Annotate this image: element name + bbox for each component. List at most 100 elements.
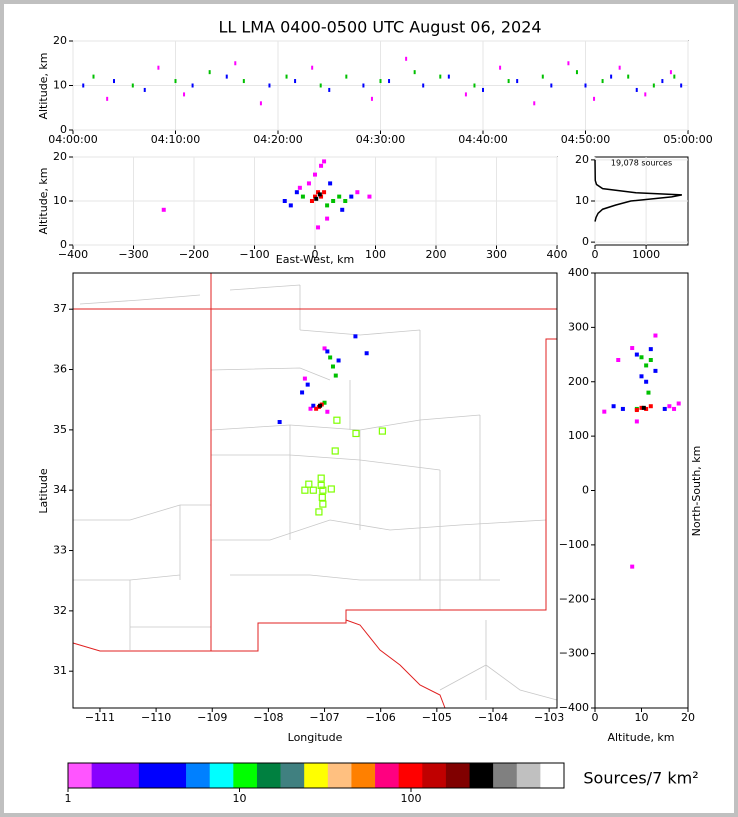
source-streak bbox=[516, 79, 519, 84]
y-tick-label: 37 bbox=[53, 302, 67, 315]
source-point bbox=[319, 194, 324, 199]
source-streak bbox=[575, 70, 578, 75]
source-streak bbox=[294, 79, 297, 84]
station bbox=[352, 429, 360, 438]
source-streak bbox=[627, 74, 630, 79]
source-point bbox=[322, 190, 327, 195]
y-tick-label: −200 bbox=[559, 592, 589, 605]
source-point bbox=[364, 351, 369, 356]
source-streak bbox=[610, 74, 613, 79]
y-tick-label: 20 bbox=[53, 150, 67, 163]
source-point bbox=[620, 406, 625, 411]
source-point bbox=[322, 159, 327, 164]
state-borders bbox=[72, 273, 557, 709]
colorbar-frame bbox=[67, 762, 565, 789]
colorbar-tick-label: 10 bbox=[233, 792, 247, 805]
source-point bbox=[611, 404, 616, 409]
source-point bbox=[355, 190, 360, 195]
source-point bbox=[333, 373, 338, 378]
source-point bbox=[641, 405, 646, 410]
colorbar-swatch bbox=[540, 763, 565, 788]
source-point bbox=[644, 363, 649, 368]
source-point bbox=[630, 564, 635, 569]
source-point bbox=[311, 403, 316, 408]
source-point bbox=[343, 199, 348, 203]
source-point bbox=[328, 181, 333, 186]
colorbar-tick-label: 100 bbox=[401, 792, 422, 805]
source-point bbox=[648, 404, 653, 409]
source-point bbox=[646, 390, 651, 395]
source-point bbox=[644, 379, 649, 384]
source-point bbox=[616, 358, 621, 362]
y-axis-label: Altitude, km bbox=[37, 167, 50, 234]
source-point bbox=[639, 405, 644, 410]
source-point bbox=[644, 406, 649, 411]
y-tick-label: 20 bbox=[53, 34, 67, 47]
map-borders bbox=[72, 273, 558, 709]
source-streak bbox=[644, 92, 647, 97]
source-streak bbox=[652, 83, 655, 88]
source-streak bbox=[234, 61, 237, 66]
y-tick-label: 36 bbox=[53, 363, 67, 376]
colorbar-swatch bbox=[398, 763, 423, 788]
source-point bbox=[672, 406, 677, 411]
source-point bbox=[317, 192, 322, 197]
source-streak bbox=[473, 83, 476, 88]
source-streak bbox=[379, 79, 382, 84]
y-tick-label: −300 bbox=[559, 647, 589, 660]
station bbox=[317, 474, 325, 482]
y-tick-label: 10 bbox=[575, 194, 589, 207]
y-axis-label: Altitude, km bbox=[37, 52, 50, 119]
source-point bbox=[325, 203, 330, 208]
source-streak bbox=[673, 74, 676, 79]
y-tick-label: 200 bbox=[568, 375, 589, 388]
source-point bbox=[161, 207, 166, 212]
source-streak bbox=[113, 79, 115, 84]
source-streak bbox=[370, 96, 373, 101]
station bbox=[309, 486, 317, 494]
source-streak bbox=[143, 87, 146, 92]
source-point bbox=[294, 190, 299, 195]
source-point bbox=[322, 346, 327, 351]
x-tick-label: −111 bbox=[85, 711, 115, 724]
source-point bbox=[314, 196, 319, 201]
source-point bbox=[325, 409, 330, 414]
source-point bbox=[300, 194, 305, 199]
source-point bbox=[305, 382, 310, 387]
source-point bbox=[313, 194, 317, 199]
source-streak bbox=[439, 74, 442, 79]
station bbox=[301, 486, 309, 494]
x-axis-label: East-West, km bbox=[276, 253, 354, 266]
source-streak bbox=[268, 83, 271, 88]
source-streak bbox=[362, 83, 365, 88]
source-streak bbox=[541, 74, 544, 79]
x-tick-label: 1000 bbox=[632, 248, 660, 261]
y-tick-label: 0 bbox=[60, 123, 67, 136]
source-streak bbox=[618, 65, 621, 70]
source-streak bbox=[669, 70, 672, 75]
source-point bbox=[313, 172, 317, 177]
y-tick-label: 400 bbox=[568, 266, 589, 279]
source-point bbox=[653, 368, 658, 373]
source-streak bbox=[174, 79, 177, 84]
source-streak bbox=[533, 101, 536, 106]
source-streak bbox=[507, 79, 510, 84]
source-point bbox=[667, 404, 672, 409]
x-tick-label: −104 bbox=[478, 711, 508, 724]
station bbox=[317, 481, 325, 489]
source-streak bbox=[225, 74, 228, 79]
x-tick-label: 0 bbox=[312, 248, 319, 261]
x-tick-label: −109 bbox=[197, 711, 227, 724]
source-streak bbox=[131, 83, 134, 88]
y-tick-label: 33 bbox=[53, 544, 67, 557]
x-tick-label: −106 bbox=[366, 711, 396, 724]
x-tick-label: −100 bbox=[239, 248, 269, 261]
colorbar-swatch bbox=[351, 763, 376, 788]
colorbar-swatch bbox=[256, 763, 281, 788]
annotation: 19,078 sources bbox=[611, 159, 672, 168]
source-point bbox=[639, 355, 644, 360]
source-point bbox=[316, 190, 321, 195]
x-tick-label: −400 bbox=[58, 248, 88, 261]
y-tick-label: 34 bbox=[53, 483, 67, 496]
